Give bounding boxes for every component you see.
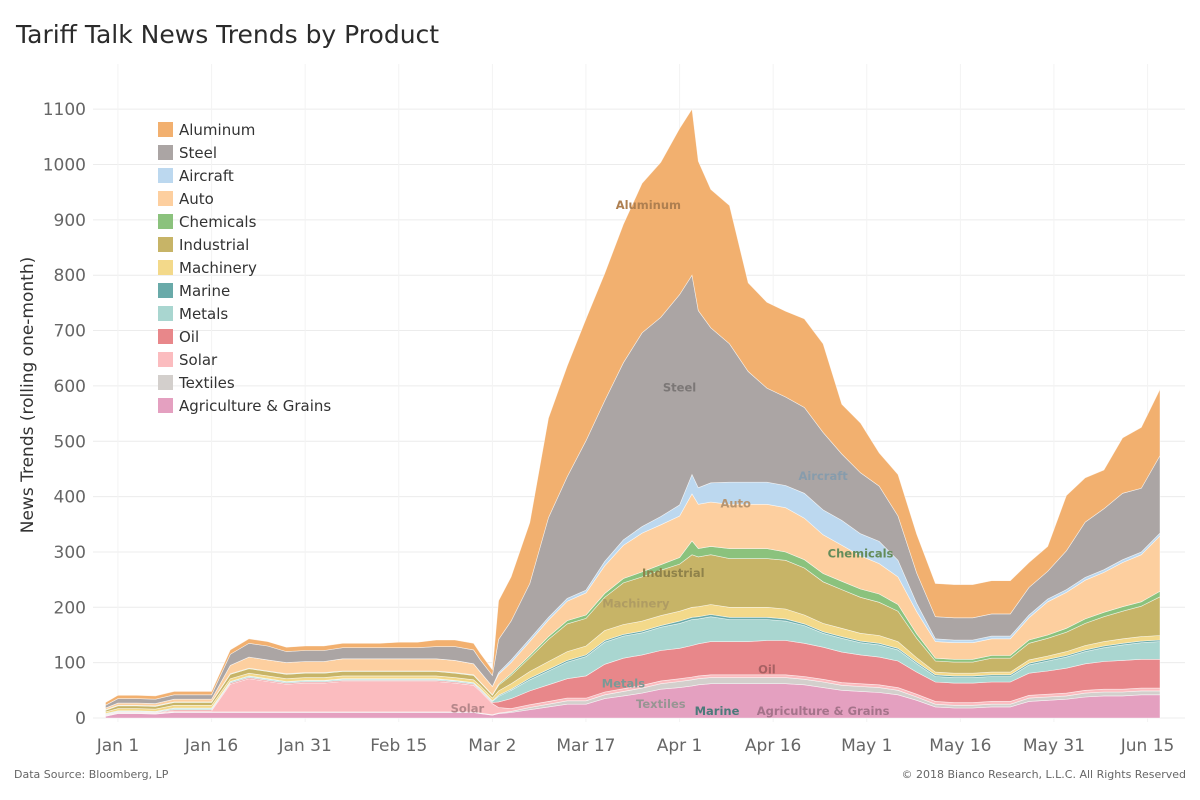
legend-swatch-chemicals xyxy=(158,214,173,229)
legend-label-metals: Metals xyxy=(179,305,228,323)
y-tick-200: 200 xyxy=(54,598,86,618)
area-label-solar: Solar xyxy=(451,701,485,715)
legend: Aluminum Steel Aircraft Auto Chemicals Indust… xyxy=(158,121,331,415)
y-tick-400: 400 xyxy=(54,488,86,508)
x-tick-label: May 1 xyxy=(841,736,892,756)
x-tick-label: Jan 31 xyxy=(278,736,332,756)
legend-swatch-aluminum xyxy=(158,122,173,137)
x-tick-label: Feb 15 xyxy=(370,736,427,756)
area-label-textiles: Textiles xyxy=(636,697,686,711)
x-tick-label: May 16 xyxy=(929,736,991,756)
area-label-marine: Marine xyxy=(695,704,740,718)
x-axis: Jan 1 Jan 16 Jan 31 Feb 15 Mar 2 Mar 17 Apr 1 A… xyxy=(96,736,1175,756)
area-label-metals: Metals xyxy=(602,677,645,691)
x-tick-label: Apr 16 xyxy=(745,736,801,756)
legend-label-steel: Steel xyxy=(179,144,217,162)
legend-label-chemicals: Chemicals xyxy=(179,213,257,231)
y-tick-800: 800 xyxy=(54,266,86,286)
x-tick-label: Jun 15 xyxy=(1120,736,1175,756)
legend-swatch-marine xyxy=(158,283,173,298)
legend-label-aircraft: Aircraft xyxy=(179,167,234,185)
x-tick-label: Jan 1 xyxy=(96,736,139,756)
y-tick-500: 500 xyxy=(54,432,86,452)
area-label-aircraft: Aircraft xyxy=(798,469,848,483)
legend-label-auto: Auto xyxy=(179,190,214,208)
y-tick-1100: 1100 xyxy=(43,100,86,120)
y-axis: 0 100 200 300 400 500 600 700 800 900 1000 1100 xyxy=(43,100,86,729)
legend-label-industrial: Industrial xyxy=(179,236,249,254)
x-tick-label: Mar 2 xyxy=(468,736,516,756)
legend-swatch-steel xyxy=(158,145,173,160)
x-tick-label: Jan 16 xyxy=(184,736,238,756)
legend-swatch-metals xyxy=(158,306,173,321)
legend-swatch-aircraft xyxy=(158,168,173,183)
copyright-note: © 2018 Bianco Research, L.L.C. All Right… xyxy=(901,768,1186,781)
legend-swatch-agriculture-grains xyxy=(158,398,173,413)
legend-label-oil: Oil xyxy=(179,328,199,346)
legend-label-marine: Marine xyxy=(179,282,230,300)
x-tick-label: May 31 xyxy=(1023,736,1085,756)
legend-swatch-industrial xyxy=(158,237,173,252)
y-tick-100: 100 xyxy=(54,654,86,674)
y-tick-0: 0 xyxy=(75,709,86,729)
legend-label-aluminum: Aluminum xyxy=(179,121,255,139)
y-tick-1000: 1000 xyxy=(43,156,86,176)
legend-label-textiles: Textiles xyxy=(178,374,235,392)
chart-title: Tariff Talk News Trends by Product xyxy=(16,20,440,49)
x-tick-label: Apr 1 xyxy=(657,736,703,756)
area-label-agriculture-grains: Agriculture & Grains xyxy=(757,704,890,718)
y-tick-900: 900 xyxy=(54,211,86,231)
area-label-auto: Auto xyxy=(720,497,751,511)
legend-swatch-solar xyxy=(158,352,173,367)
x-tick-label: Mar 17 xyxy=(556,736,615,756)
area-label-chemicals: Chemicals xyxy=(828,546,894,560)
y-tick-300: 300 xyxy=(54,543,86,563)
area-aluminum xyxy=(105,108,1161,706)
legend-label-agriculture-grains: Agriculture & Grains xyxy=(179,397,331,415)
legend-label-machinery: Machinery xyxy=(179,259,257,277)
legend-swatch-textiles xyxy=(158,375,173,390)
area-label-aluminum: Aluminum xyxy=(616,198,681,212)
area-labels: Agriculture & Grains Textiles Solar Oil Meta… xyxy=(451,198,894,718)
data-source-note: Data Source: Bloomberg, LP xyxy=(14,768,169,781)
y-tick-700: 700 xyxy=(54,322,86,342)
area-label-oil: Oil xyxy=(758,663,776,677)
legend-swatch-auto xyxy=(158,191,173,206)
legend-swatch-oil xyxy=(158,329,173,344)
y-axis-label: News Trends (rolling one-month) xyxy=(18,257,38,534)
stacked-areas xyxy=(105,108,1161,719)
legend-label-solar: Solar xyxy=(179,351,218,369)
area-label-industrial: Industrial xyxy=(642,566,705,580)
legend-swatch-machinery xyxy=(158,260,173,275)
area-label-steel: Steel xyxy=(663,380,696,394)
y-tick-600: 600 xyxy=(54,377,86,397)
area-label-machinery: Machinery xyxy=(602,596,670,610)
